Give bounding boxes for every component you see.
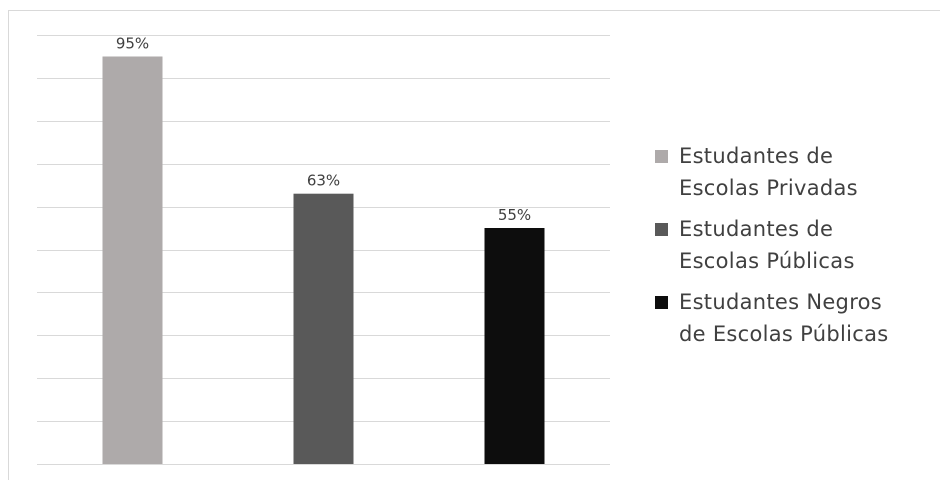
legend: Estudantes de Escolas Privadas Estudante… (655, 140, 935, 359)
legend-label-line1: Estudantes de (679, 144, 834, 168)
legend-label-line2: Escolas Públicas (679, 249, 855, 273)
bar (484, 228, 545, 464)
legend-item-public: Estudantes de Escolas Públicas (655, 213, 935, 277)
data-label: 95% (116, 35, 149, 53)
bar (102, 56, 163, 464)
legend-swatch-black-public (655, 296, 668, 309)
legend-label-line1: Estudantes Negros (679, 290, 883, 314)
legend-swatch-private (655, 150, 668, 163)
chart-area (8, 10, 940, 480)
bar (293, 193, 354, 464)
legend-item-private: Estudantes de Escolas Privadas (655, 140, 935, 204)
data-label: 55% (498, 206, 531, 224)
bars (102, 56, 545, 464)
legend-label-line1: Estudantes de (679, 217, 834, 241)
legend-label-line2: de Escolas Públicas (679, 322, 889, 346)
data-label: 63% (307, 172, 340, 190)
legend-label-line2: Escolas Privadas (679, 176, 858, 200)
legend-swatch-public (655, 223, 668, 236)
legend-item-black-public: Estudantes Negros de Escolas Públicas (655, 286, 935, 350)
data-labels: 95% 63% 55% (116, 35, 531, 225)
